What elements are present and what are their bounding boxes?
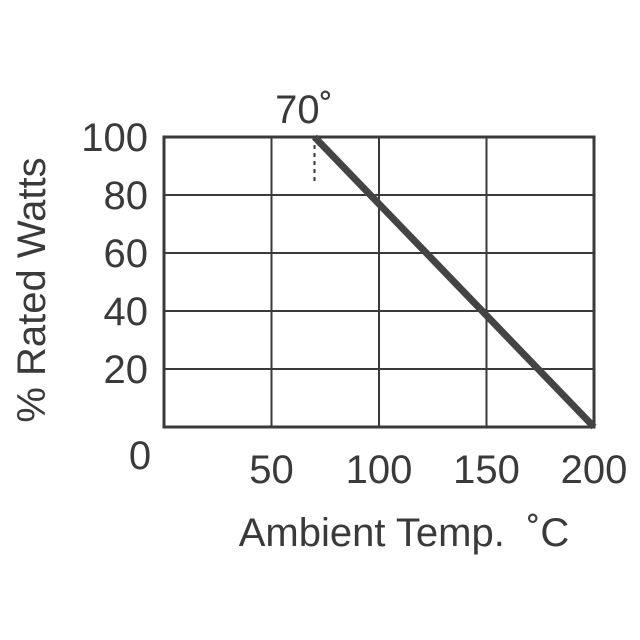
origin-label: 0 (129, 434, 151, 478)
y-tick-label: 40 (104, 290, 149, 334)
y-tick-label: 80 (104, 174, 149, 218)
ticks-layer: 50 100 150 200 20 40 60 80 100 (81, 116, 627, 492)
grid-layer (164, 137, 594, 427)
y-axis-label: % Rated Watts (10, 157, 54, 422)
y-tick-label: 60 (104, 232, 149, 276)
y-tick-label: 20 (104, 348, 149, 392)
derating-curve (311, 134, 597, 430)
x-tick-label: 50 (249, 448, 294, 492)
x-tick-label: 100 (346, 448, 413, 492)
series-layer (311, 134, 597, 430)
plot-frame (162, 135, 596, 429)
y-tick-label: 100 (81, 116, 148, 160)
annotation-label: 70˚ (275, 88, 333, 132)
x-tick-label: 200 (561, 448, 628, 492)
x-axis-label: Ambient Temp. ˚C (239, 511, 570, 555)
x-tick-label: 150 (453, 448, 520, 492)
